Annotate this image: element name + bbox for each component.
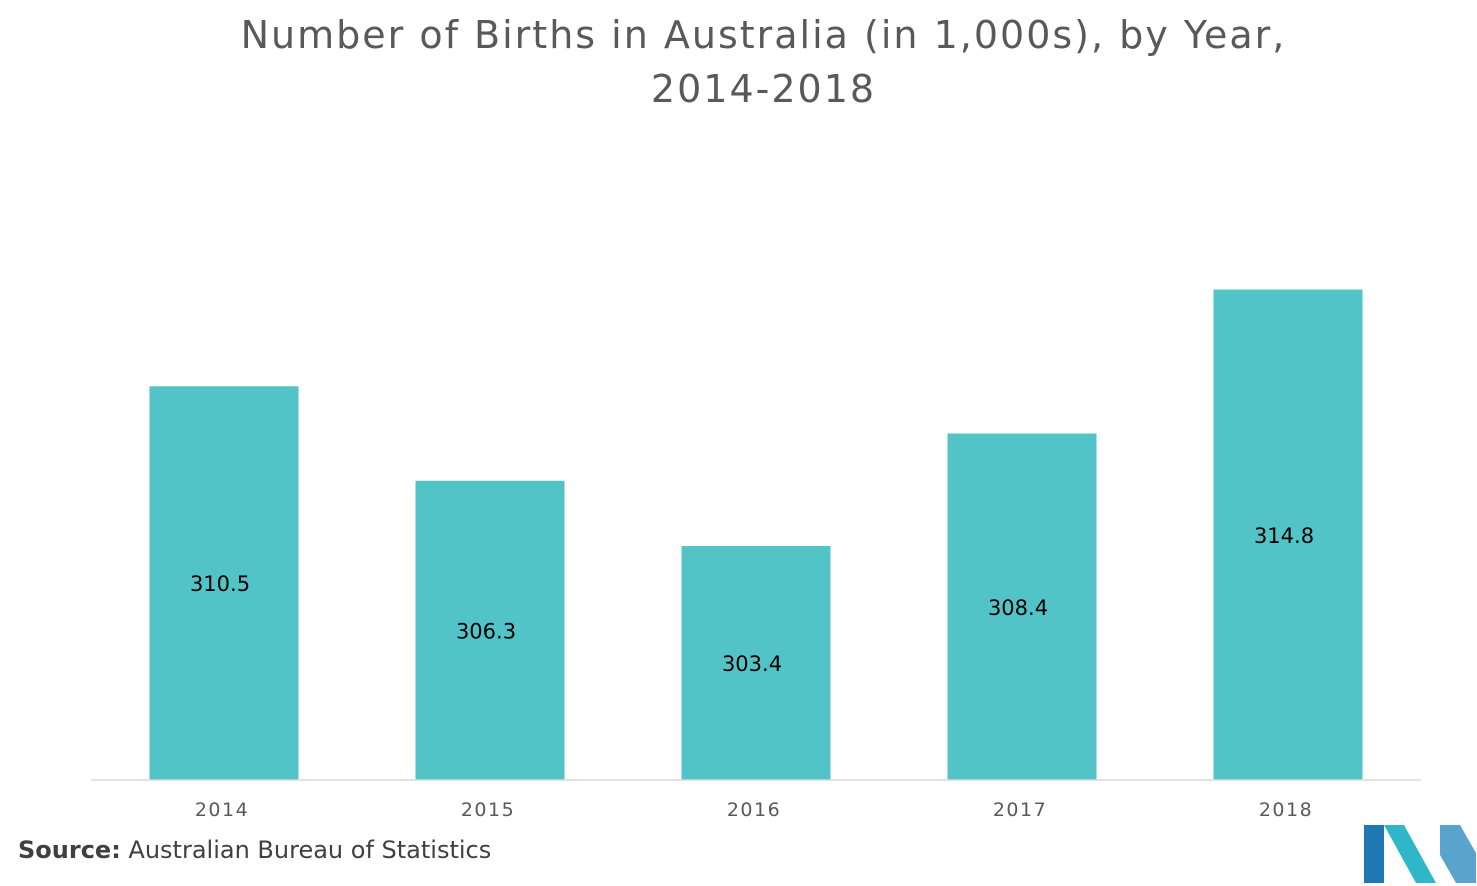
company-logo (1364, 825, 1476, 883)
logo-shape-left (1364, 825, 1384, 883)
value-label-2018: 314.8 (1254, 524, 1314, 548)
value-label-2014: 310.5 (190, 572, 250, 596)
chart-title-line-1: Number of Births in Australia (in 1,000s… (240, 13, 1287, 57)
bar-2017 (947, 433, 1097, 780)
x-tick-2018: 2018 (1259, 799, 1313, 821)
chart-title-line-2: 2014-2018 (650, 67, 877, 111)
bars-group (149, 289, 1363, 780)
value-label-2017: 308.4 (988, 596, 1048, 620)
bar-2018 (1213, 289, 1363, 780)
x-tick-labels-group: 2014 2015 2016 2017 2018 (195, 799, 1313, 821)
value-labels-group: 310.5 306.3 303.4 308.4 314.8 (190, 524, 1314, 676)
logo-shape-diagonal (1384, 825, 1436, 883)
x-tick-2014: 2014 (195, 799, 249, 821)
bar-2015 (415, 480, 565, 780)
x-tick-2016: 2016 (727, 799, 781, 821)
source-text: Australian Bureau of Statistics (120, 836, 492, 864)
x-tick-2015: 2015 (461, 799, 515, 821)
value-label-2016: 303.4 (722, 652, 782, 676)
chart-title: Number of Births in Australia (in 1,000s… (0, 8, 1477, 116)
source-note: Source: Australian Bureau of Statistics (18, 836, 491, 864)
logo-shape-right (1440, 825, 1476, 883)
x-tick-2017: 2017 (993, 799, 1047, 821)
bar-2016 (681, 546, 831, 780)
source-label: Source: (18, 836, 121, 864)
bar-2014 (149, 386, 299, 780)
value-label-2015: 306.3 (456, 619, 516, 643)
